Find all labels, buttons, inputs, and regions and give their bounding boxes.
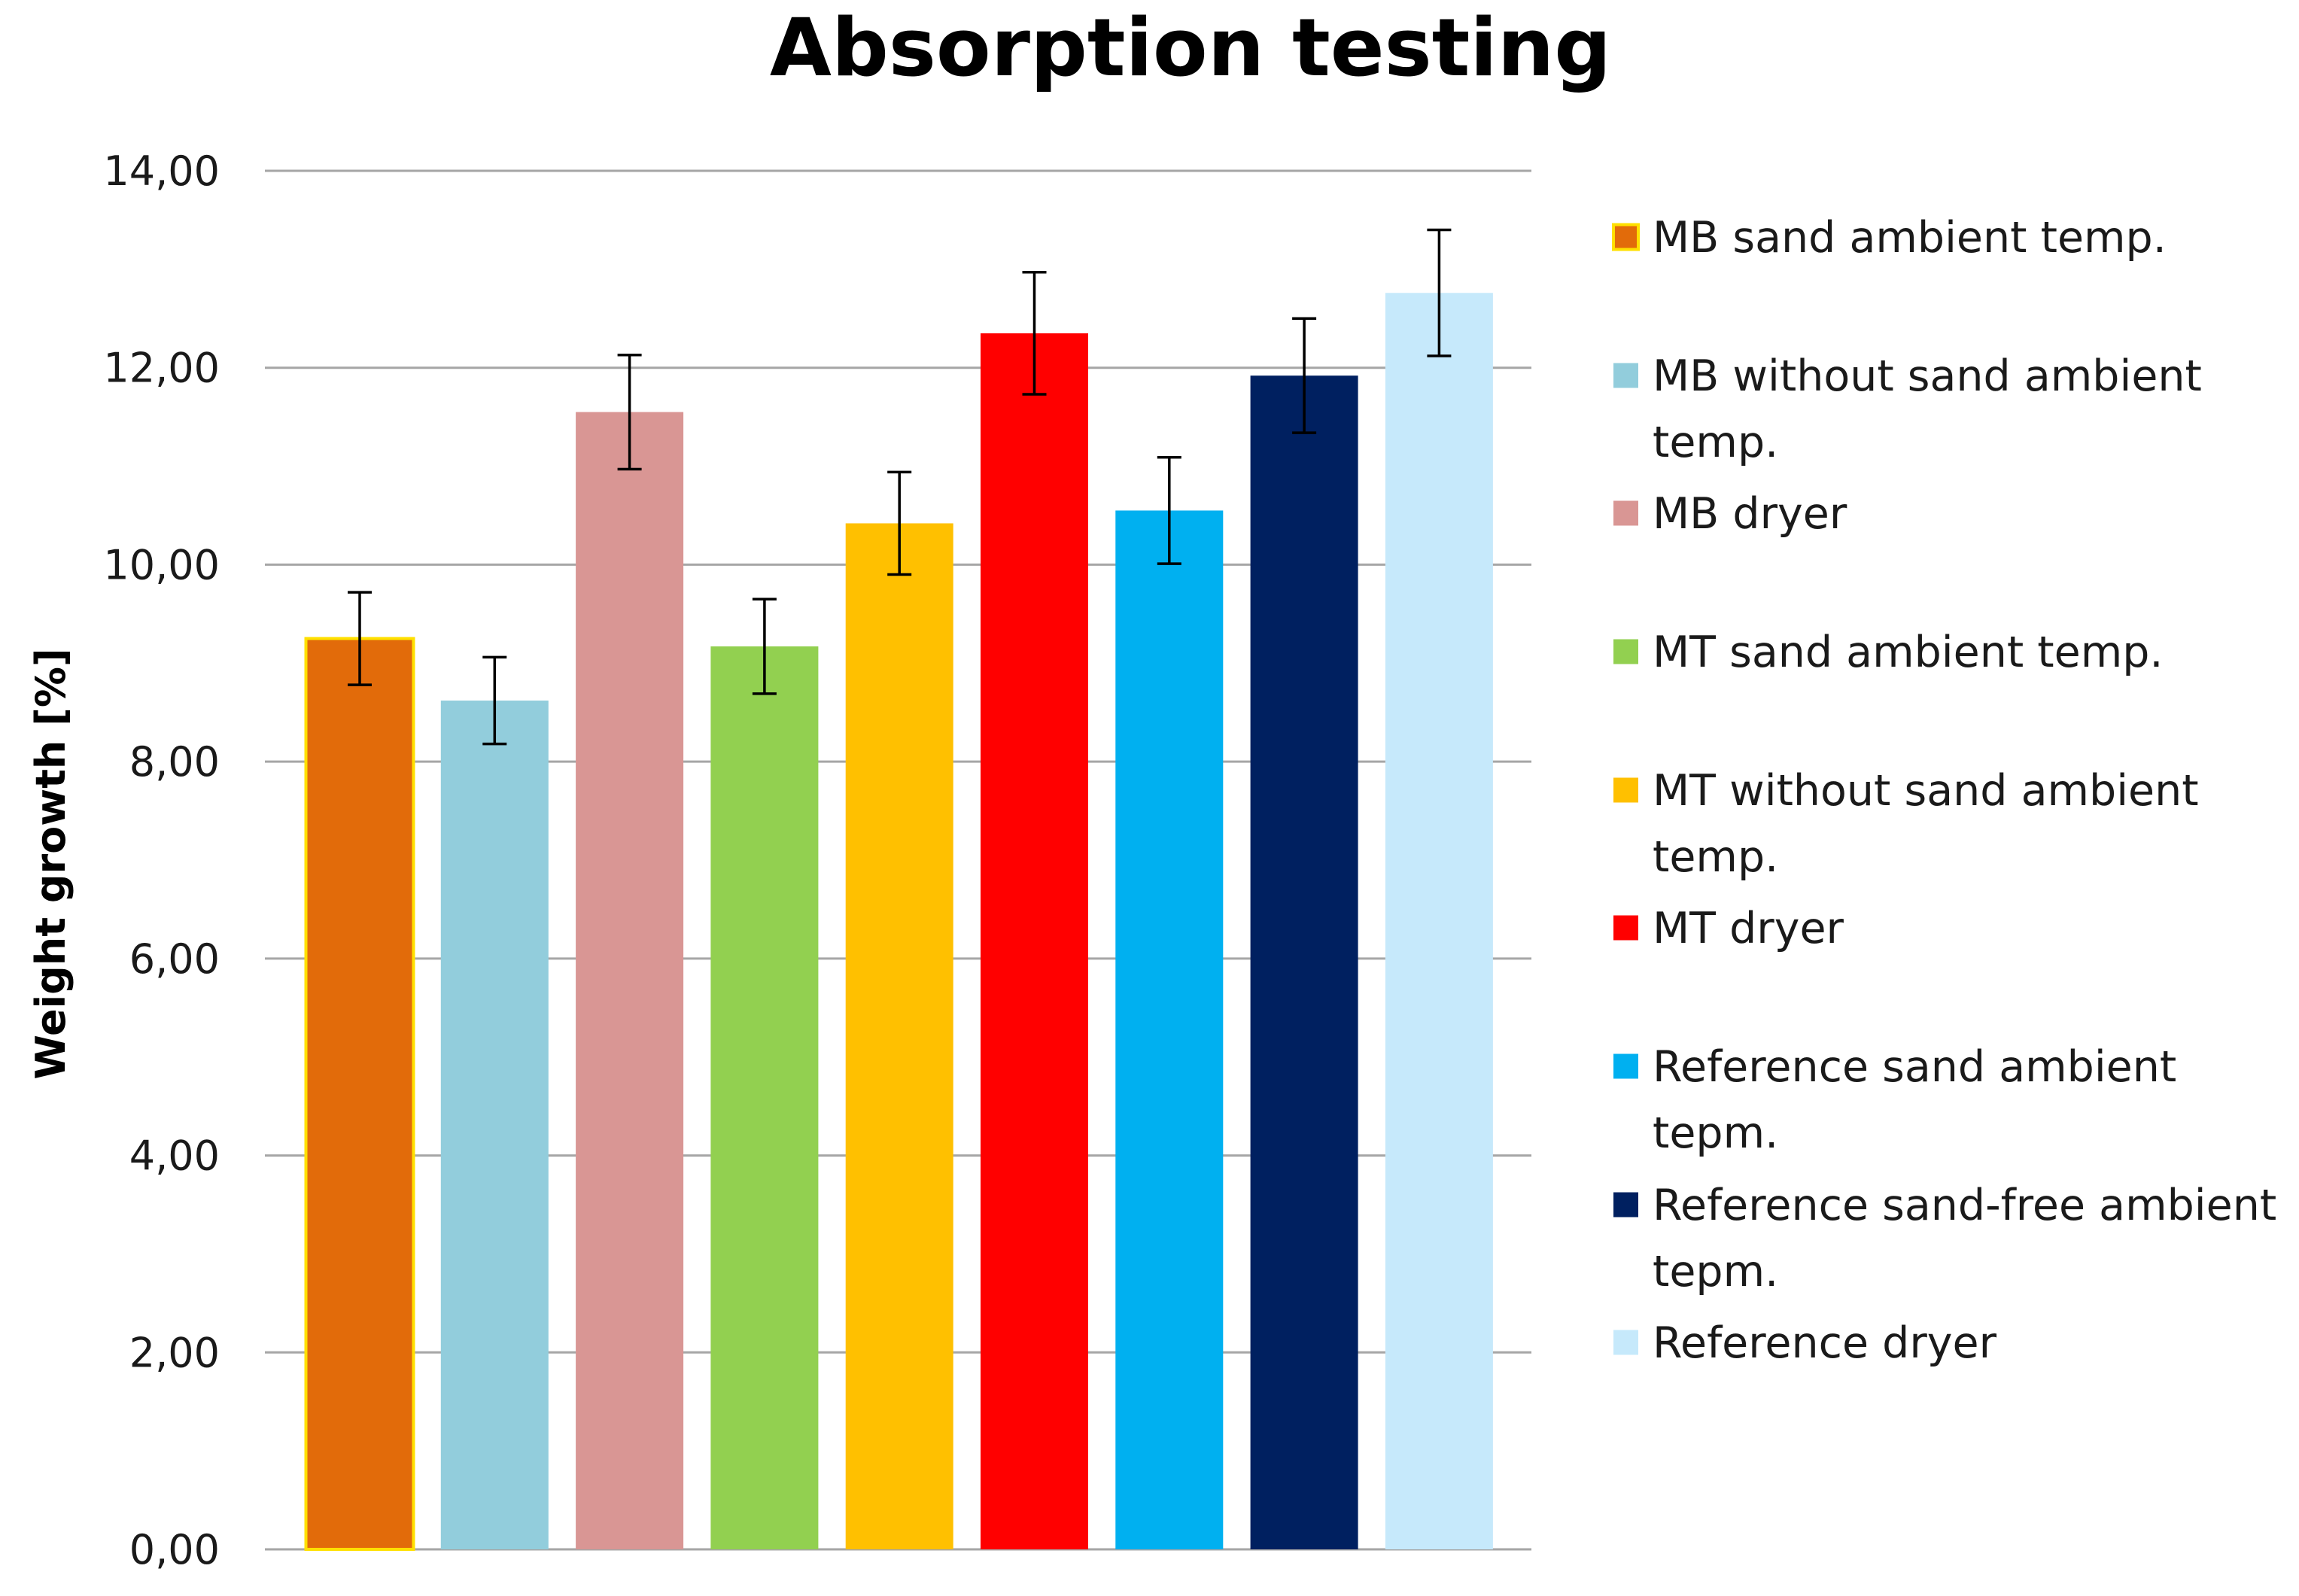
bar [576,412,684,1549]
y-tick-label: 14,00 [103,147,220,195]
error-bar [1022,271,1047,396]
legend-label: tepm. [1653,1108,1778,1158]
bar [845,523,953,1550]
legend-label: MB dryer [1653,489,1847,539]
bar [1250,375,1358,1549]
bar [981,333,1088,1549]
legend-label: temp. [1653,418,1778,467]
legend-swatch [1613,915,1638,941]
legend-label: MB sand ambient temp. [1653,213,2167,263]
error-bar [348,591,372,686]
legend-label: Reference sand-free ambient [1653,1181,2276,1230]
legend-label: Reference sand ambient [1653,1042,2176,1092]
bar [1385,293,1493,1550]
legend-swatch [1613,777,1638,803]
legend-swatch [1613,500,1638,526]
legend: MB sand ambient temp. MB without sand amb… [1612,213,2276,1368]
legend-swatch [1613,1192,1638,1218]
error-bar [752,597,777,695]
bar [440,701,549,1549]
y-tick-label: 10,00 [103,541,220,588]
bars [304,293,1493,1551]
y-tick-label: 12,00 [103,345,220,392]
y-axis-ticks: 0,00 2,00 4,00 6,00 8,00 10,00 12,00 14,00 [103,147,220,1573]
y-tick-label: 2,00 [129,1329,220,1376]
y-tick-label: 4,00 [129,1132,220,1180]
chart-title: Absorption testing [770,2,1611,94]
legend-swatch [1612,223,1640,251]
legend-label: MT without sand ambient [1653,766,2199,816]
error-bar [482,655,507,746]
bar [710,646,819,1549]
legend-label: MT sand ambient temp. [1653,628,2164,677]
legend-label: tepm. [1653,1247,1778,1297]
bar [304,637,415,1551]
y-tick-label: 8,00 [129,738,220,786]
legend-label: temp. [1653,832,1778,882]
error-bar [617,353,642,471]
error-bar [1157,456,1181,565]
legend-label: MB without sand ambient [1653,351,2202,401]
bar [1115,510,1224,1549]
legend-swatch [1613,363,1638,388]
y-axis-label: Weight growth [%] [27,648,75,1079]
legend-swatch [1613,1053,1638,1079]
error-bar [1292,317,1317,434]
legend-swatch [1613,1330,1638,1355]
error-bars [348,228,1452,746]
error-bar [1427,228,1452,357]
y-tick-label: 0,00 [129,1526,220,1573]
legend-label: Reference dryer [1653,1318,1997,1368]
y-tick-label: 6,00 [129,935,220,983]
error-bar [887,470,912,576]
legend-label: MT dryer [1653,904,1844,953]
legend-swatch [1613,639,1638,664]
